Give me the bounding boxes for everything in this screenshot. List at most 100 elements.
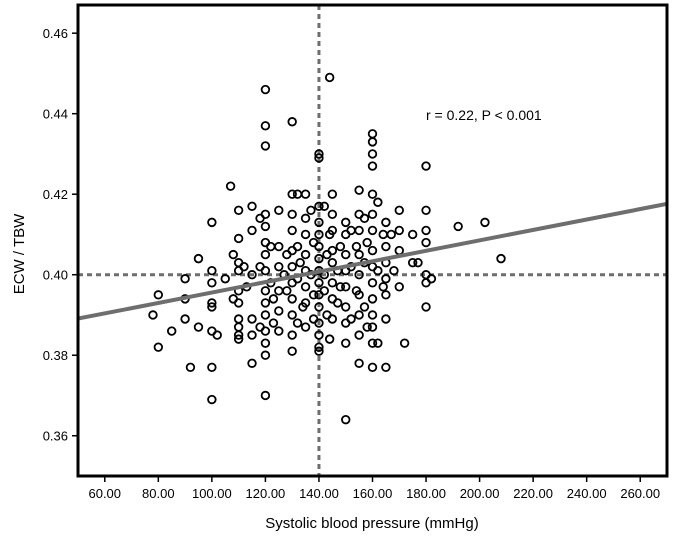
data-point — [314, 302, 324, 312]
data-point — [359, 302, 370, 312]
data-point — [367, 149, 378, 159]
x-axis-title: Systolic blood pressure (mmHg) — [265, 515, 478, 532]
plot-layer: 60.00 80.00 100.00 120.00 140.00 160.00 180.00… — [43, 3, 669, 501]
data-point — [354, 225, 364, 236]
x-tick-label: 160.00 — [353, 486, 393, 501]
x-tick-label: 180.00 — [406, 486, 446, 501]
data-point — [354, 358, 364, 368]
data-point — [314, 153, 324, 163]
data-point — [367, 322, 378, 332]
data-point — [260, 84, 271, 95]
data-point — [367, 225, 378, 236]
data-point — [260, 310, 271, 320]
data-point — [287, 117, 297, 127]
y-tick-label: 0.42 — [43, 187, 68, 202]
data-point — [260, 338, 271, 348]
data-point — [314, 149, 324, 159]
data-point — [247, 225, 257, 236]
data-point — [354, 310, 364, 320]
data-point — [292, 318, 303, 328]
data-point — [287, 310, 297, 320]
data-point — [207, 278, 217, 288]
data-point — [260, 326, 271, 336]
data-point — [287, 294, 297, 304]
data-point — [381, 217, 391, 228]
data-point — [212, 330, 222, 340]
data-point — [153, 290, 164, 300]
data-point — [233, 334, 244, 344]
data-point — [287, 209, 297, 220]
data-point — [314, 346, 324, 356]
data-point — [394, 282, 404, 292]
data-point — [300, 189, 311, 199]
data-point — [373, 265, 383, 276]
data-point — [341, 282, 351, 292]
data-point — [274, 241, 284, 252]
data-point — [274, 326, 284, 336]
data-point — [413, 257, 423, 268]
data-point — [260, 265, 271, 276]
data-point — [287, 189, 297, 199]
data-point — [354, 330, 364, 340]
data-point — [381, 241, 391, 252]
data-point — [421, 205, 431, 216]
data-point — [319, 201, 330, 211]
data-point — [314, 278, 324, 288]
x-tick-label: 240.00 — [567, 486, 607, 501]
data-point — [233, 205, 244, 216]
data-point — [180, 274, 190, 284]
data-point — [233, 298, 244, 308]
data-point — [453, 221, 463, 232]
x-tick-label: 100.00 — [192, 486, 232, 501]
data-point — [324, 334, 335, 344]
y-tick-label: 0.40 — [43, 268, 68, 283]
data-point — [260, 390, 271, 401]
data-point — [274, 261, 284, 272]
data-point — [207, 265, 217, 276]
data-point — [327, 225, 338, 236]
y-tick-label: 0.38 — [43, 348, 68, 363]
data-point — [351, 241, 362, 252]
data-point — [426, 274, 437, 284]
data-point — [341, 249, 351, 260]
data-point — [314, 330, 324, 340]
data-point — [247, 358, 257, 368]
data-point — [394, 225, 404, 236]
data-point — [314, 342, 324, 352]
data-point — [153, 342, 164, 352]
data-point — [292, 241, 303, 252]
data-point — [193, 253, 204, 264]
data-point — [282, 286, 292, 296]
x-tick-label: 120.00 — [246, 486, 286, 501]
data-point — [300, 229, 311, 240]
data-point — [260, 350, 271, 360]
data-point — [225, 181, 236, 191]
data-point — [260, 249, 271, 260]
data-point — [233, 330, 244, 340]
y-axis-title: ECW / TBW — [11, 213, 28, 294]
data-point — [367, 209, 378, 220]
data-point — [274, 205, 284, 216]
data-point — [399, 338, 410, 348]
data-point — [207, 298, 217, 308]
data-point — [386, 229, 396, 240]
data-point — [274, 306, 284, 316]
data-point — [421, 225, 431, 236]
correlation-annotation: r = 0.22, P < 0.001 — [426, 107, 542, 123]
data-point — [148, 310, 158, 320]
data-point — [308, 290, 319, 300]
data-point — [381, 362, 391, 373]
data-point — [228, 249, 238, 260]
data-point — [367, 278, 378, 288]
data-point — [247, 330, 257, 340]
data-point — [287, 261, 297, 272]
data-point — [324, 72, 335, 83]
data-point — [220, 274, 230, 284]
data-point — [300, 249, 311, 260]
data-point — [341, 338, 351, 348]
data-point — [381, 290, 391, 300]
data-point — [367, 245, 378, 256]
data-point — [354, 270, 364, 280]
data-point — [314, 318, 324, 328]
x-tick-label: 220.00 — [513, 486, 553, 501]
